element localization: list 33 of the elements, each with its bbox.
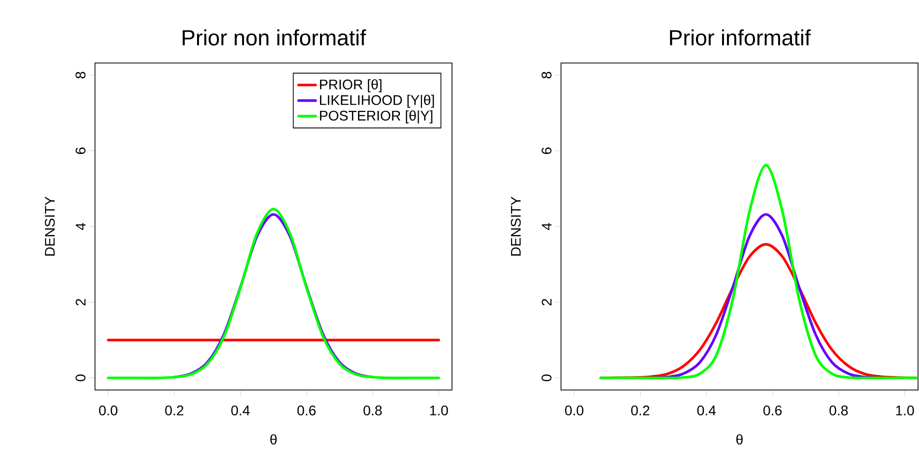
x-tick-label: 0.0: [565, 406, 584, 416]
legend-label: POSTERIOR [θ|Y]: [320, 110, 432, 124]
line-series: [106, 208, 440, 380]
legend-label: PRIOR [θ]: [320, 79, 382, 92]
x-tick-label: 0.6: [297, 406, 316, 416]
y-tick-label: 6: [542, 148, 552, 154]
x-axis-title: θ: [736, 434, 743, 444]
y-tick-label: 6: [76, 148, 86, 154]
y-tick-label: 0: [76, 374, 86, 382]
y-axis-title: DENSITY: [510, 196, 521, 256]
y-tick-label: 2: [542, 299, 552, 306]
y-tick-label: 0: [542, 374, 552, 382]
y-tick-label: 8: [76, 72, 86, 78]
x-tick-label: 0.8: [830, 406, 848, 416]
x-tick-label: 0.2: [165, 406, 184, 416]
x-tick-label: 0.4: [697, 406, 716, 416]
x-tick-label: 0.2: [631, 406, 650, 416]
x-tick-label: 0.0: [99, 406, 118, 416]
x-tick-label: 1.0: [896, 406, 914, 416]
line-series: [599, 164, 918, 380]
x-axis-title: θ: [270, 434, 277, 444]
y-tick-label: 8: [542, 72, 552, 78]
x-tick-label: 1.0: [430, 406, 448, 416]
x-tick-label: 0.4: [231, 406, 250, 416]
chart-title: Prior informatif: [670, 29, 811, 46]
x-tick-label: 0.8: [364, 406, 382, 416]
y-tick-label: 4: [76, 223, 86, 230]
y-tick-label: 2: [76, 299, 86, 306]
legend-label: LIKELIHOOD [Y|θ]: [320, 94, 434, 108]
y-axis-title: DENSITY: [44, 196, 55, 256]
chart-title: Prior non informatif: [182, 29, 366, 46]
x-tick-label: 0.6: [763, 406, 782, 416]
y-tick-label: 4: [542, 223, 552, 230]
